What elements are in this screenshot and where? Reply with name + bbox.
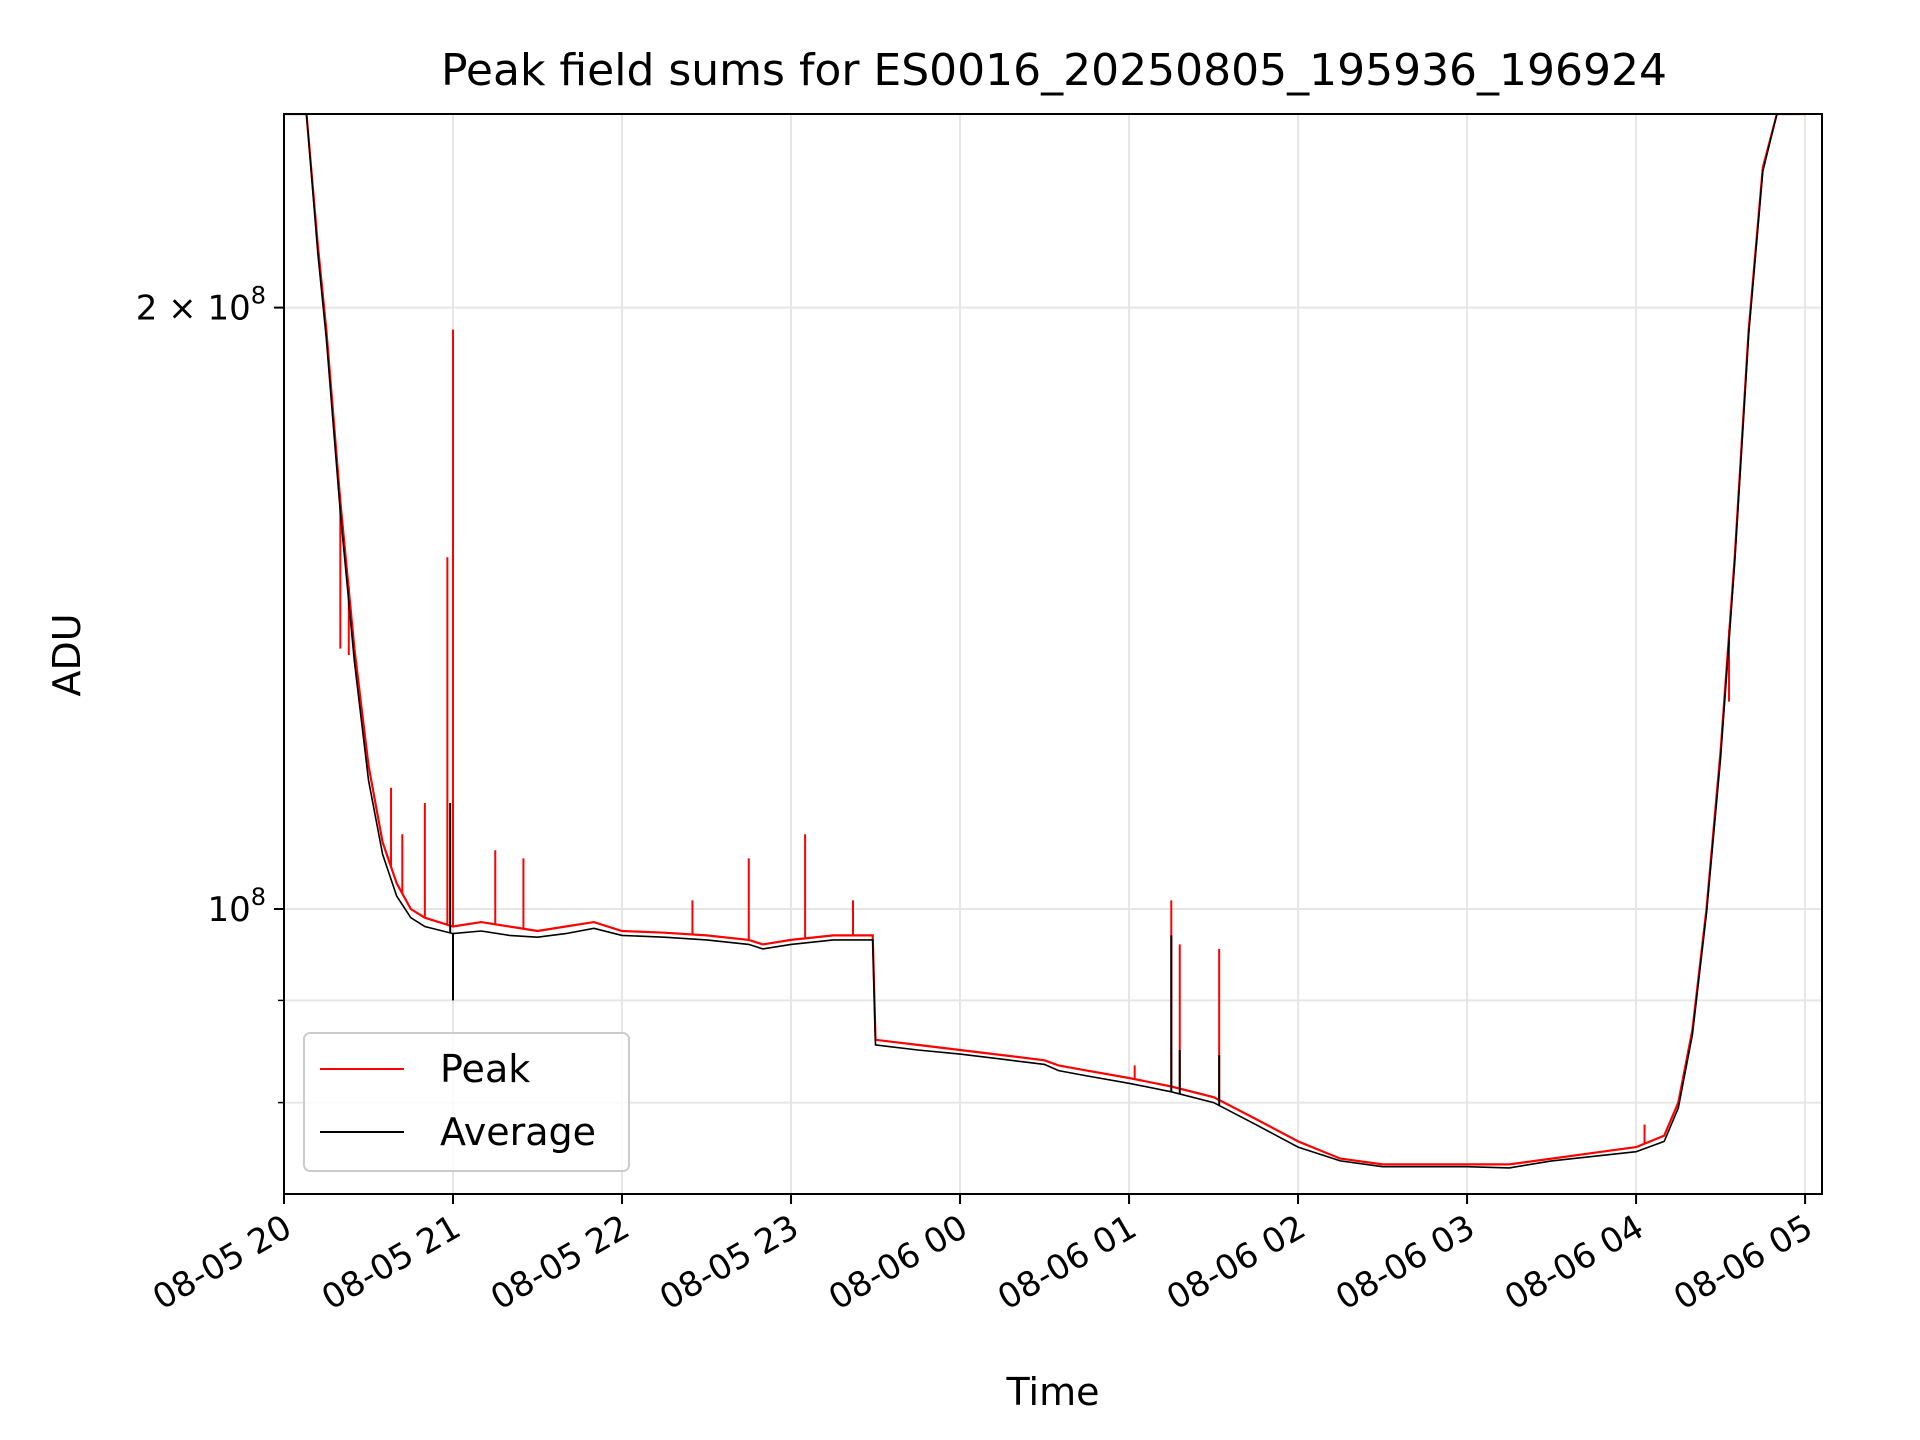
x-tick-label: 08-05 20 <box>146 1207 298 1318</box>
chart-title: Peak field sums for ES0016_20250805_1959… <box>441 45 1667 96</box>
x-axis-label: Time <box>1006 1370 1100 1414</box>
y-tick-label: 108 <box>207 883 266 930</box>
legend-box <box>303 1032 630 1172</box>
plot-area-frame <box>283 113 1823 1195</box>
y-tick-base: 10 <box>207 890 250 930</box>
x-tick-label: 08-05 21 <box>315 1207 467 1318</box>
x-tick-label: 08-06 05 <box>1667 1207 1819 1318</box>
x-axis: 08-05 20 08-05 21 08-05 22 08-05 23 08-06 00… <box>146 1194 1820 1318</box>
series-group <box>284 114 1806 1169</box>
x-tick-label: 08-05 23 <box>653 1207 805 1318</box>
x-tick-label: 08-05 22 <box>484 1207 636 1318</box>
y-tick-exponent: 8 <box>251 282 266 310</box>
x-tick-label: 08-06 01 <box>991 1207 1143 1318</box>
legend: Peak Average <box>303 1032 630 1172</box>
legend-label-peak: Peak <box>440 1047 530 1091</box>
x-tick-label: 08-06 04 <box>1498 1207 1650 1318</box>
x-tick-label: 08-06 02 <box>1160 1207 1312 1318</box>
series-line-average <box>284 114 1806 1169</box>
y-axis-label: ADU <box>45 613 89 696</box>
series-line-peak <box>284 114 1806 1166</box>
y-tick-exponent: 8 <box>251 883 266 911</box>
x-tick-label: 08-06 03 <box>1329 1207 1481 1318</box>
y-tick-label: 2 × 108 <box>136 282 266 329</box>
x-tick-label: 08-06 00 <box>822 1207 974 1318</box>
y-tick-base: 2 × 10 <box>136 289 251 329</box>
series-layer <box>284 114 1806 1169</box>
legend-label-average: Average <box>440 1110 596 1154</box>
